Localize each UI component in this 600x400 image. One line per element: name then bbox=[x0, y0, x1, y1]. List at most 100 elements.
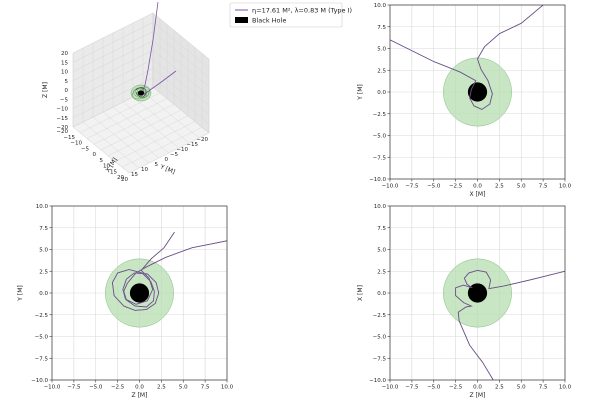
z-tick-label: 0 bbox=[65, 88, 69, 94]
x-axis-label: Z [M] bbox=[132, 392, 148, 399]
x-tick-label: −7.5 bbox=[405, 385, 419, 391]
y-axis-label: Y [M] bbox=[158, 163, 176, 176]
trajectory-line bbox=[112, 231, 227, 311]
x-tick-label: 0.0 bbox=[473, 385, 482, 391]
plot-frame bbox=[389, 4, 566, 180]
y-tick-label: 0.0 bbox=[377, 291, 386, 297]
trajectory-line bbox=[390, 5, 544, 110]
x-tick-label: −2.5 bbox=[449, 184, 463, 190]
x-tick-label: −10.0 bbox=[382, 184, 399, 190]
x-axis-label: Z [M] bbox=[470, 392, 486, 399]
x-tick-label: 0.0 bbox=[473, 184, 482, 190]
x-tick-label: 0 bbox=[93, 152, 97, 158]
grid3d-floor-y bbox=[92, 116, 150, 164]
y-tick-label: 0.0 bbox=[377, 90, 386, 96]
grid3d-floor-x bbox=[121, 127, 203, 168]
x-tick-label: 5.0 bbox=[179, 385, 188, 391]
y-tick-label: −5.0 bbox=[373, 134, 387, 140]
x-tick-label: −7.5 bbox=[67, 385, 81, 391]
x-tick-label: −5.0 bbox=[427, 184, 441, 190]
x-tick-label: −2.5 bbox=[449, 385, 463, 391]
x-tick-label: 7.5 bbox=[539, 184, 548, 190]
y-tick-label: −7.5 bbox=[373, 356, 387, 362]
grid3d-floor-y bbox=[72, 126, 130, 174]
x-tick-label: 15 bbox=[110, 169, 117, 175]
grid3d-floor-y bbox=[102, 111, 160, 159]
y-tick-label: 2.5 bbox=[377, 269, 386, 275]
x-tick-label: 2.5 bbox=[495, 385, 504, 391]
y-tick-label: 7.5 bbox=[39, 226, 48, 232]
black-hole-3d bbox=[137, 90, 145, 96]
z-tick-label: 20 bbox=[61, 51, 68, 57]
trajectory-line bbox=[455, 270, 565, 380]
black-hole-disk bbox=[467, 283, 488, 303]
y-tick-label: 0 bbox=[165, 157, 169, 163]
x-tick-label: 7.5 bbox=[539, 385, 548, 391]
y-tick-label: 7.5 bbox=[377, 25, 386, 31]
y-tick-label: 5.0 bbox=[377, 47, 386, 53]
legend-black-hole-swatch bbox=[235, 17, 248, 23]
y-tick-label: −15 bbox=[186, 142, 198, 148]
y-tick-label: 2.5 bbox=[39, 269, 48, 275]
x-tick-label: −10.0 bbox=[382, 385, 399, 391]
grid3d-backy-z bbox=[152, 31, 210, 78]
y-tick-label: 10.0 bbox=[374, 3, 387, 9]
trajectory-3d-incoming bbox=[142, 1, 159, 91]
x-tick-label: 0.0 bbox=[135, 385, 144, 391]
y-tick-label: 5 bbox=[155, 162, 159, 168]
y-tick-label: −7.5 bbox=[373, 155, 387, 161]
y-tick-label: −5 bbox=[170, 152, 179, 158]
legend: η=17.61 M², λ=0.83 M (Type I) Black Hole bbox=[229, 2, 352, 28]
z-tick-label: 5 bbox=[65, 79, 69, 85]
y-tick-label: 15 bbox=[131, 172, 138, 178]
y-tick-label: 10.0 bbox=[36, 204, 49, 210]
x-tick-label: −15 bbox=[63, 135, 75, 141]
x-tick-label: 10 bbox=[103, 164, 110, 170]
z-tick-label: −15 bbox=[56, 116, 68, 122]
y-tick-label: −2.5 bbox=[35, 313, 49, 319]
grid3d-backx-z bbox=[72, 31, 154, 72]
panel-zx-projection: −10.0 −7.5 −5.0 −2.5 0.0 2.5 5.0 7.5 10.0 −10.0 −7… bbox=[357, 204, 572, 399]
x-tick-label: −2.5 bbox=[111, 385, 125, 391]
grid3d-backy-z bbox=[152, 49, 210, 97]
x-tick-label: 7.5 bbox=[201, 385, 210, 391]
x-tick-label: −20 bbox=[56, 129, 68, 135]
grid3d-floor-y bbox=[82, 121, 140, 169]
grid3d-backx-z bbox=[72, 22, 154, 63]
legend-entry-black-hole: Black Hole bbox=[252, 17, 286, 25]
y-tick-label: −2.5 bbox=[373, 112, 387, 118]
x-tick-label: 20 bbox=[117, 175, 124, 181]
y-tick-label: −10.0 bbox=[369, 177, 386, 183]
y-axis-label: X [M] bbox=[357, 285, 364, 301]
y-tick-label: 7.5 bbox=[377, 226, 386, 232]
x-tick-label: 5 bbox=[100, 158, 104, 164]
y-tick-label: −10.0 bbox=[369, 378, 386, 384]
y-tick-label: 5.0 bbox=[377, 248, 386, 254]
x-tick-label: −10 bbox=[70, 141, 82, 147]
y-axis-label: Y [M] bbox=[17, 285, 24, 301]
z-tick-label: −5 bbox=[60, 97, 69, 103]
x-tick-label: 10.0 bbox=[559, 385, 572, 391]
y-tick-label: −7.5 bbox=[35, 356, 49, 362]
x-tick-label: −7.5 bbox=[405, 184, 419, 190]
y-tick-label: 5.0 bbox=[39, 248, 48, 254]
legend-frame bbox=[229, 2, 343, 28]
grid3d-backx-z bbox=[72, 49, 154, 91]
trajectory-3d-loop bbox=[135, 87, 147, 98]
x-tick-label: −5 bbox=[81, 146, 90, 152]
y-tick-label: −10.0 bbox=[31, 378, 48, 384]
y-tick-label: 0.0 bbox=[39, 291, 48, 297]
x-tick-label: −5.0 bbox=[89, 385, 103, 391]
z-axis-label: Z [M] bbox=[42, 82, 49, 98]
x-axis-label: X [M] bbox=[470, 191, 486, 198]
z-tick-label: −10 bbox=[56, 107, 68, 113]
grid3d-backy-z bbox=[152, 22, 210, 69]
y-tick-label: 20 bbox=[121, 177, 128, 183]
y-tick-label: −5.0 bbox=[373, 335, 387, 341]
panel-xy-projection: −10.0 −7.5 −5.0 −2.5 0.0 2.5 5.0 7.5 10.0 −10.0 −7… bbox=[357, 3, 572, 198]
z-tick-label: 15 bbox=[61, 60, 68, 66]
x-tick-label: −5.0 bbox=[427, 385, 441, 391]
plot-frame bbox=[51, 205, 228, 381]
y-tick-label: −10 bbox=[176, 147, 188, 153]
